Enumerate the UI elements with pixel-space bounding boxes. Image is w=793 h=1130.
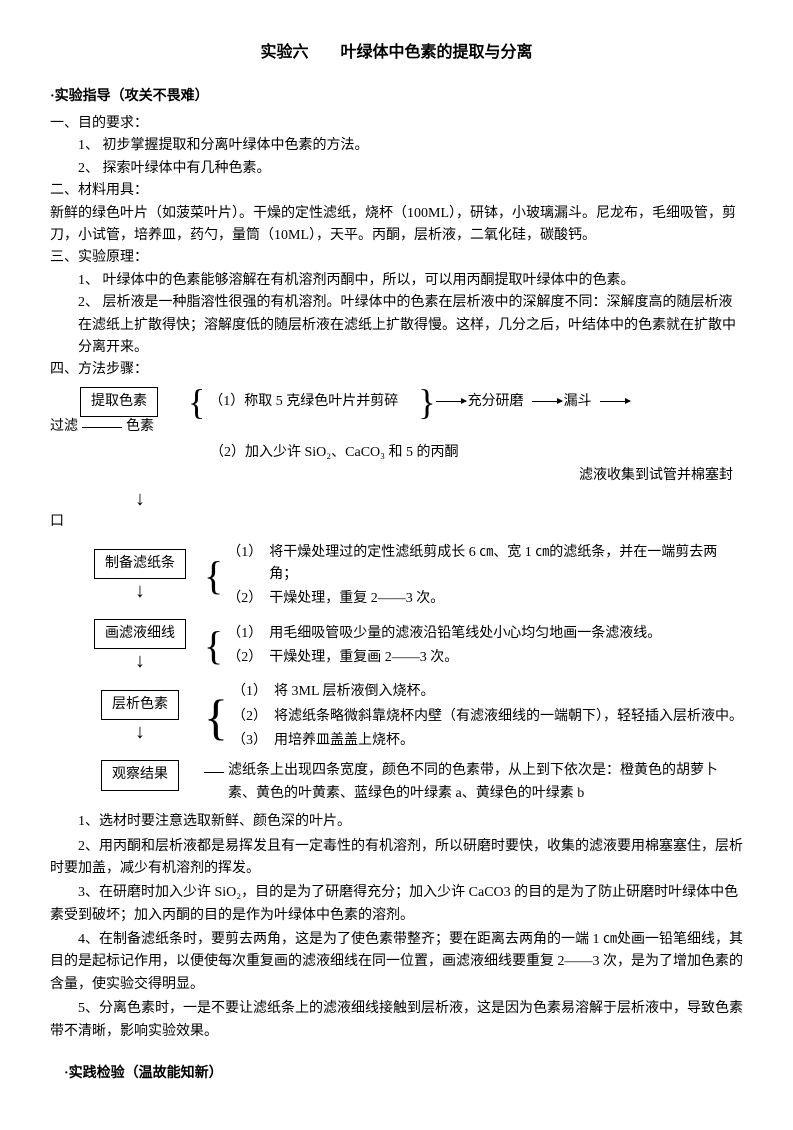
num: （1） bbox=[232, 681, 274, 703]
step1-cap: 口 bbox=[50, 511, 743, 533]
practice-head: ·实践检验（温故能知新） bbox=[64, 1063, 743, 1085]
arrow-down-icon: ↓ bbox=[135, 581, 145, 601]
purpose-1: 1、 初步掌握提取和分离叶绿体中色素的方法。 bbox=[78, 135, 743, 157]
principle-1: 1、 叶绿体中的色素能够溶解在有机溶剂丙酮中，所以，可以用丙酮提取叶绿体中的色素… bbox=[78, 270, 743, 292]
sub-steps: 四、方法步骤： bbox=[50, 359, 743, 381]
step1-collect: 滤液收集到试管并棉塞封 bbox=[80, 465, 733, 487]
num: （2） bbox=[232, 706, 274, 728]
doc-title: 实验六 叶绿体中色素的提取与分离 bbox=[50, 40, 743, 66]
step3-2: 干燥处理，重复画 2——3 次。 bbox=[269, 647, 458, 669]
step2-2: 干燥处理，重复 2——3 次。 bbox=[269, 588, 444, 610]
box-extract: 提取色素 bbox=[80, 387, 158, 417]
note-4: 4、在制备滤纸条时，要剪去两角，这是为了使色素带整齐；要在距离去两角的一端 1 … bbox=[50, 929, 743, 996]
step4-row: 层析色素 ↓ { （1）将 3ML 层析液倒入烧杯。 （2）将滤纸条略微斜靠烧杯… bbox=[80, 679, 743, 754]
box-paper: 制备滤纸条 bbox=[94, 549, 186, 579]
num: （1） bbox=[227, 623, 269, 645]
num: （2） bbox=[227, 588, 269, 610]
step5-row: 观察结果 滤纸条上出现四条宽度，颜色不同的色素带，从上到下依次是：橙黄色的胡萝卜… bbox=[80, 760, 743, 805]
arrow-down-icon: ↓ bbox=[135, 651, 145, 671]
step4-2: 将滤纸条略微斜靠烧杯内壁（有滤液细线的一端朝下），轻轻插入层析液中。 bbox=[274, 706, 743, 728]
brace-icon: { bbox=[204, 556, 223, 596]
box-observe: 观察结果 bbox=[101, 760, 179, 790]
guide-head: ·实验指导（攻关不畏难） bbox=[50, 86, 743, 108]
note-1: 1、选材时要注意选取新鲜、颜色深的叶片。 bbox=[50, 811, 743, 833]
num: （1） bbox=[227, 542, 269, 587]
notes: 1、选材时要注意选取新鲜、颜色深的叶片。 2、用丙酮和层析液都是易挥发且有一定毒… bbox=[50, 811, 743, 1043]
step1-pigment: 色素 bbox=[126, 416, 154, 438]
sub-principle: 三、实验原理： bbox=[50, 247, 743, 269]
step2-row: 制备滤纸条 ↓ { （1）将干燥处理过的定性滤纸剪成长 6 ㎝、宽 1 ㎝的滤纸… bbox=[80, 540, 743, 613]
sub-purpose: 一、目的要求： bbox=[50, 113, 743, 135]
num: （3） bbox=[232, 730, 274, 752]
step4-3: 用培养皿盖盖上烧杯。 bbox=[274, 730, 414, 752]
brace-icon: } bbox=[418, 386, 435, 418]
sub-materials: 二、材料用具： bbox=[50, 180, 743, 202]
step1-filter: 过滤 bbox=[50, 416, 78, 438]
step3-row: 画滤液细线 ↓ { （1）用毛细吸管吸少量的滤液沿铅笔线处小心均匀地画一条滤液线… bbox=[80, 619, 743, 673]
step5-result: 滤纸条上出现四条宽度，颜色不同的色素带，从上到下依次是：橙黄色的胡萝卜素、黄色的… bbox=[228, 760, 743, 805]
num: （2） bbox=[227, 647, 269, 669]
arrow-down-icon: ↓ bbox=[130, 489, 150, 509]
note-3: 3、在研磨时加入少许 SiO₂，目的是为了研磨得充分；加入少许 CaCO3 的目… bbox=[50, 882, 743, 927]
brace-icon: { bbox=[204, 692, 228, 742]
step1-flow: 提取色素 { （1）称取 5 克绿色叶片并剪碎 } 充分研磨 漏斗 过滤 色素 … bbox=[80, 386, 743, 534]
brace-icon: { bbox=[188, 386, 205, 418]
arrow-down-icon: ↓ bbox=[135, 722, 145, 742]
brace-icon: { bbox=[204, 626, 223, 666]
step2-1: 将干燥处理过的定性滤纸剪成长 6 ㎝、宽 1 ㎝的滤纸条，并在一端剪去两角； bbox=[269, 542, 743, 587]
principle-2: 2、 层析液是一种脂溶性很强的有机溶剂。叶绿体中的色素在层析液中的深解度不同：深… bbox=[78, 292, 743, 359]
step4-1: 将 3ML 层析液倒入烧杯。 bbox=[274, 681, 434, 703]
purpose-2: 2、 探索叶绿体中有几种色素。 bbox=[78, 158, 743, 180]
note-5: 5、分离色素时，一是不要让滤纸条上的滤液细线接触到层析液，这是因为色素易溶解于层… bbox=[50, 998, 743, 1043]
step1-grind: 充分研磨 bbox=[468, 391, 524, 413]
box-chrom: 层析色素 bbox=[101, 690, 179, 720]
step1-funnel: 漏斗 bbox=[564, 391, 592, 413]
step3-1: 用毛细吸管吸少量的滤液沿铅笔线处小心均匀地画一条滤液线。 bbox=[269, 623, 661, 645]
step1-sub1: （1）称取 5 克绿色叶片并剪碎 bbox=[209, 391, 398, 413]
note-2: 2、用丙酮和层析液都是易挥发且有一定毒性的有机溶剂，所以研磨时要快，收集的滤液要… bbox=[50, 836, 743, 881]
box-line: 画滤液细线 bbox=[94, 619, 186, 649]
materials-text: 新鲜的绿色叶片（如菠菜叶片）。干燥的定性滤纸，烧杯（100ML），研钵，小玻璃漏… bbox=[50, 203, 743, 248]
step1-sub2: （2）加入少许 SiO₂、CaCO₃ 和 5 的丙酮 bbox=[210, 442, 743, 464]
